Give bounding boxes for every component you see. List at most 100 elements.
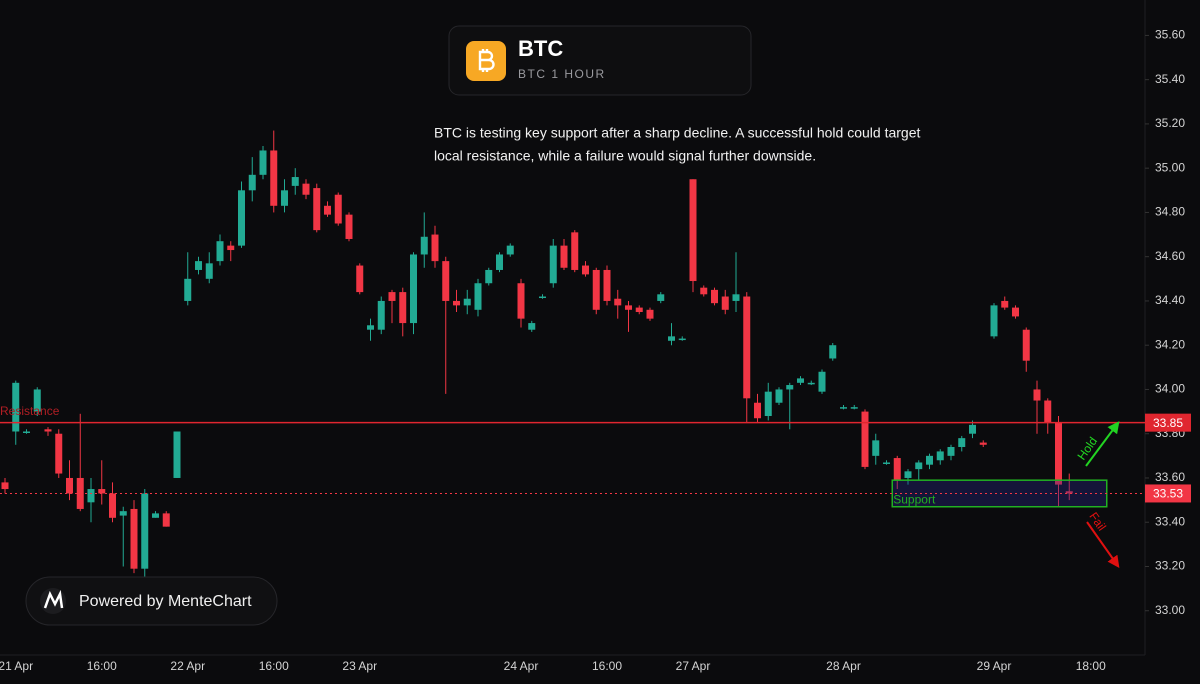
candle-body	[345, 214, 353, 239]
candle-body	[184, 278, 192, 301]
candle-body	[775, 389, 783, 403]
description: BTC is testing key support after a sharp…	[434, 125, 920, 141]
candle-body	[313, 188, 321, 231]
x-tick-label: 21 Apr	[0, 659, 33, 673]
candle-body	[399, 292, 407, 324]
y-tick-label: 33.00	[1155, 603, 1185, 617]
resistance-label: Resistance	[0, 404, 60, 418]
logo-glyph	[43, 589, 64, 609]
candle-body	[969, 424, 976, 434]
btc-glyph	[478, 49, 495, 72]
candle-body	[958, 438, 966, 447]
candle-body	[1065, 491, 1073, 494]
description: local resistance, while a failure would …	[434, 148, 816, 164]
candle-body	[485, 269, 493, 284]
candle-body	[668, 336, 675, 341]
candle-body	[55, 433, 63, 474]
y-tick-label: 34.20	[1155, 337, 1185, 351]
candle-body	[840, 407, 847, 409]
candle-body	[1033, 389, 1041, 401]
candle-body	[883, 462, 890, 464]
candle-body	[797, 378, 804, 383]
candle-body	[44, 429, 52, 432]
candle-body	[238, 190, 245, 246]
y-tick-label: 35.20	[1155, 116, 1185, 130]
card	[448, 25, 752, 96]
candle-body	[281, 190, 288, 206]
candle-body	[431, 234, 439, 262]
candle-body	[420, 236, 428, 255]
candle-body	[936, 451, 944, 461]
y-tick-label: 35.00	[1155, 160, 1185, 174]
candle-body	[560, 245, 568, 268]
candle-body	[646, 309, 654, 319]
candle-body	[754, 402, 761, 419]
candle-body	[861, 411, 869, 467]
candle-body	[474, 283, 482, 310]
candle-body	[442, 261, 450, 301]
candle-body	[259, 150, 267, 175]
candle-body	[582, 265, 589, 275]
candle-body	[517, 283, 525, 319]
candle-body	[603, 269, 611, 301]
candle-body	[87, 489, 95, 503]
candle-body	[463, 298, 471, 306]
candle-body	[743, 296, 751, 399]
price-tag-label: 33.53	[1153, 487, 1183, 501]
candle-body	[377, 300, 385, 330]
candle-body	[1022, 329, 1030, 361]
candle-body	[302, 183, 310, 195]
hold-arrow	[1085, 421, 1120, 467]
candle-body	[592, 269, 600, 310]
candle-body	[1012, 307, 1019, 317]
candle-body	[334, 194, 342, 224]
candle-body	[539, 296, 546, 299]
candle-body	[1, 482, 9, 490]
y-tick-label: 34.60	[1155, 249, 1185, 263]
price-tag	[1145, 413, 1191, 432]
candle-body	[98, 489, 106, 494]
badge	[25, 576, 278, 626]
candle-body	[786, 385, 794, 390]
x-tick-label: 28 Apr	[826, 659, 861, 673]
candle-body	[700, 287, 708, 295]
candle-body	[635, 307, 643, 313]
powered-by: Powered by MenteChart	[25, 576, 278, 626]
candle-body	[66, 477, 73, 494]
y-tick-label: 35.40	[1155, 72, 1185, 86]
x-tick-label: 16:00	[259, 659, 289, 673]
y-tick-label: 34.40	[1155, 293, 1185, 307]
candle-body	[721, 296, 729, 310]
candle-body	[496, 254, 503, 270]
candle-body	[657, 294, 665, 301]
x-tick-label: 16:00	[87, 659, 117, 673]
price-tag	[1145, 484, 1191, 503]
y-tick-label: 35.60	[1155, 28, 1185, 42]
x-tick-label: 27 Apr	[676, 659, 711, 673]
candle-body	[678, 338, 686, 341]
candle-body	[162, 513, 170, 527]
candle-body	[227, 245, 235, 251]
candle-body	[270, 150, 278, 206]
x-tick-label: 29 Apr	[977, 659, 1012, 673]
candle-body	[829, 345, 837, 359]
candle-body	[872, 440, 880, 456]
y-tick-label: 33.60	[1155, 470, 1185, 484]
candle-body	[33, 389, 41, 412]
candle-body	[12, 382, 20, 432]
candle-body	[152, 513, 159, 518]
candle-body	[549, 245, 557, 284]
header-title: BTC	[518, 36, 563, 61]
x-tick-label: 22 Apr	[170, 659, 205, 673]
candle-body	[818, 371, 826, 392]
candle-body	[764, 391, 772, 417]
candle-body	[173, 431, 181, 478]
y-tick-label: 33.40	[1155, 514, 1185, 528]
candle-body	[904, 471, 912, 478]
candle-body	[807, 382, 815, 385]
candle-body	[291, 177, 299, 186]
candle-body	[979, 442, 987, 445]
candle-body	[850, 407, 858, 409]
candle-body	[141, 493, 149, 569]
